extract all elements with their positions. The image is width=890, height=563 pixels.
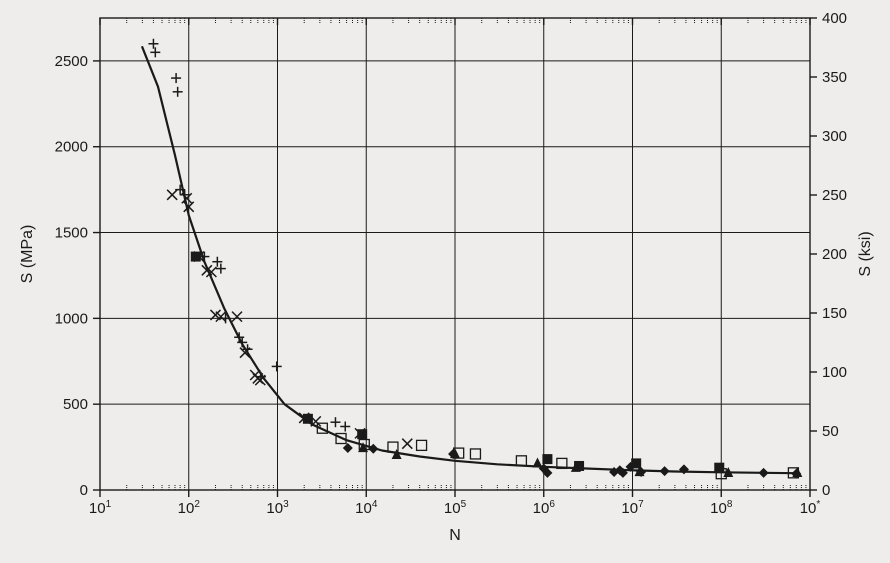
y-right-tick-label: 200 xyxy=(822,246,847,263)
y-left-tick-label: 1000 xyxy=(55,310,88,327)
y-right-tick-label: 350 xyxy=(822,69,847,86)
y-right-tick-label: 0 xyxy=(822,482,830,499)
y-left-axis-label: S (MPa) xyxy=(19,225,36,284)
y-right-tick-label: 400 xyxy=(822,10,847,27)
chart-bg xyxy=(0,0,890,563)
y-left-tick-label: 2500 xyxy=(55,53,88,70)
y-left-tick-label: 0 xyxy=(80,482,88,499)
y-right-tick-label: 50 xyxy=(822,423,839,440)
x-axis-label: N xyxy=(449,527,461,544)
sn-curve-chart: 10110210310410510610710810*N050010001500… xyxy=(0,0,890,563)
y-left-tick-label: 2000 xyxy=(55,139,88,156)
y-right-tick-label: 250 xyxy=(822,187,847,204)
y-right-tick-label: 150 xyxy=(822,305,847,322)
y-left-tick-label: 500 xyxy=(63,396,88,413)
y-right-axis-label: S (ksi) xyxy=(857,231,874,276)
y-left-tick-label: 1500 xyxy=(55,225,88,242)
y-right-tick-label: 300 xyxy=(822,128,847,145)
y-right-tick-label: 100 xyxy=(822,364,847,381)
